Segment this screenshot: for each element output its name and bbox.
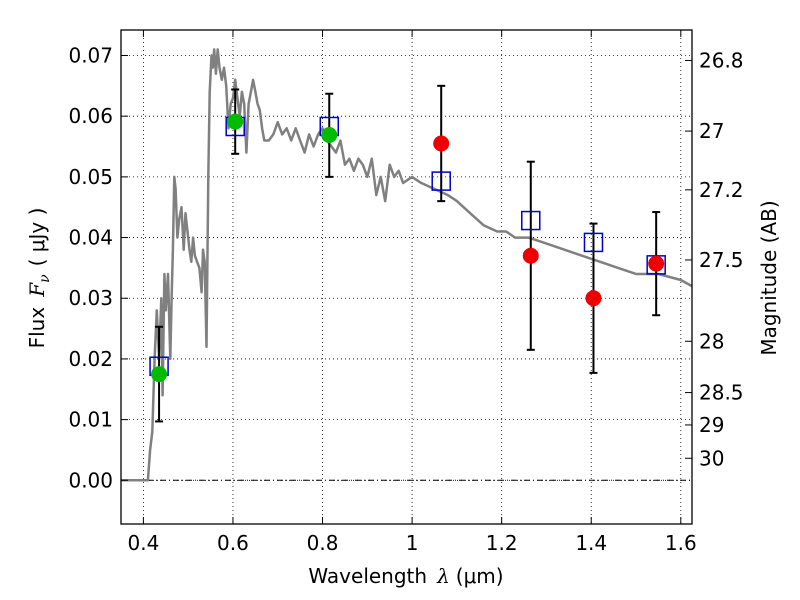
x-axis-label-unit: (μm) bbox=[456, 564, 504, 588]
red-point bbox=[433, 135, 450, 152]
y-axis-label: Flux Fν ( μJy ) bbox=[25, 208, 53, 349]
x-tick-label: 1.2 bbox=[486, 531, 518, 555]
red-point bbox=[585, 290, 602, 307]
x-axis-label-prefix: Wavelength bbox=[308, 564, 427, 588]
y2-tick-label: 28 bbox=[699, 329, 724, 353]
y-tick-label: 0.05 bbox=[68, 165, 113, 189]
y2-tick-label: 27 bbox=[699, 119, 724, 143]
red-point bbox=[522, 247, 539, 264]
y-axis-label-symbol: F bbox=[25, 282, 49, 298]
y-tick-label: 0.00 bbox=[68, 468, 113, 492]
y-tick-label: 0.04 bbox=[68, 226, 113, 250]
green-markers bbox=[151, 113, 338, 383]
y-axis-label-unit: ( μJy ) bbox=[25, 208, 49, 267]
green-point bbox=[151, 366, 168, 383]
y2-tick-label: 28.5 bbox=[699, 381, 744, 405]
y-tick-label: 0.07 bbox=[68, 43, 113, 67]
square-marker bbox=[583, 232, 604, 253]
y-tick-label: 0.06 bbox=[68, 104, 113, 128]
x-tick-label: 0.8 bbox=[307, 531, 339, 555]
x-tick-label: 1 bbox=[406, 531, 419, 555]
y-axis-label-prefix: Flux bbox=[25, 307, 49, 349]
y-axis-label-subscript: ν bbox=[37, 274, 53, 283]
y2-tick-label: 27.2 bbox=[699, 178, 744, 202]
axis-ticks: 0.4 0.6 0.8 1 1.2 1.4 1.6 0.00 0.01 0.02 0.03 0.04 0… bbox=[68, 30, 744, 555]
square-marker bbox=[431, 171, 451, 191]
red-markers bbox=[433, 135, 665, 307]
square-marker bbox=[521, 210, 541, 231]
y-tick-label: 0.02 bbox=[68, 347, 113, 371]
y-tick-label: 0.01 bbox=[68, 408, 113, 432]
x-tick-label: 1.4 bbox=[575, 531, 607, 555]
red-point bbox=[648, 255, 665, 272]
x-tick-label: 0.4 bbox=[127, 531, 159, 555]
y-tick-label: 0.03 bbox=[68, 286, 113, 310]
model-spectrum-line bbox=[121, 48, 693, 482]
y2-tick-label: 26.8 bbox=[699, 48, 744, 72]
x-axis-label: Wavelength λ (μm) bbox=[308, 564, 503, 588]
y2-axis-label: Magnitude (AB) bbox=[757, 200, 781, 355]
plot-frame bbox=[120, 29, 693, 525]
y2-tick-label: 27.5 bbox=[699, 248, 744, 272]
x-axis-label-symbol: λ bbox=[436, 564, 450, 588]
x-tick-label: 0.6 bbox=[217, 531, 249, 555]
x-tick-label: 1.6 bbox=[665, 531, 697, 555]
green-point bbox=[227, 113, 244, 130]
y2-tick-label: 30 bbox=[699, 446, 724, 470]
y2-tick-label: 29 bbox=[699, 413, 724, 437]
green-point bbox=[321, 126, 338, 143]
